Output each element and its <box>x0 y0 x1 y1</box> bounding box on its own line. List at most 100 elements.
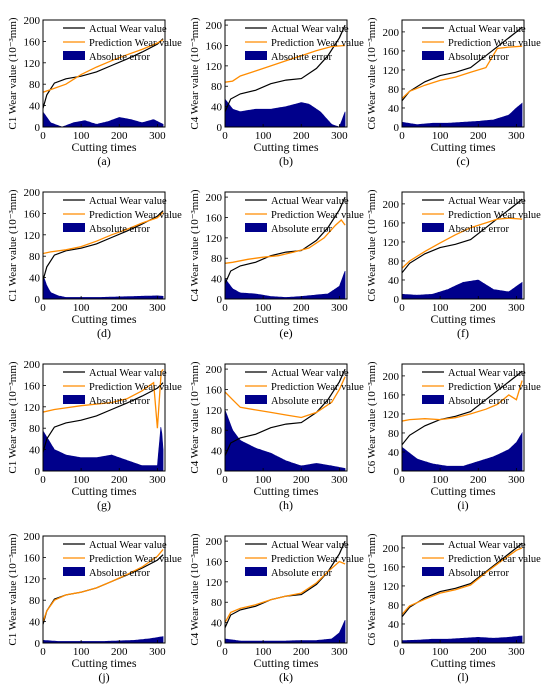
legend-label-actual: Actual Wear value <box>89 24 167 35</box>
x-tick-label: 300 <box>331 302 348 314</box>
legend-swatch-error <box>422 395 444 404</box>
y-tick-label: 0 <box>394 638 400 650</box>
y-tick-label: 40 <box>388 447 400 459</box>
absolute-error-area <box>43 427 164 471</box>
plot-frame <box>224 363 348 472</box>
actual-wear-line <box>43 38 164 109</box>
x-tick-label: 300 <box>331 130 348 142</box>
y-tick-label: 200 <box>24 15 41 27</box>
y-tick-label: 120 <box>206 577 223 589</box>
x-tick-label: 100 <box>73 302 90 314</box>
plot-area <box>225 540 346 643</box>
legend-swatch-error <box>63 395 85 404</box>
panel-caption: (e) <box>279 326 292 340</box>
y-axis-label: C6 Wear value (10⁻³mm) <box>366 533 378 646</box>
y-tick-label: 80 <box>29 79 41 91</box>
actual-wear-line <box>43 382 164 453</box>
legend-swatch-error <box>245 395 267 404</box>
x-tick-label: 0 <box>40 646 46 658</box>
prediction-wear-line <box>43 39 164 93</box>
absolute-error-area <box>225 619 346 643</box>
x-tick-label: 100 <box>73 130 90 142</box>
y-tick-label: 80 <box>388 428 400 440</box>
y-tick-label: 0 <box>217 466 223 478</box>
legend: Actual Wear value Prediction Wear value Ab… <box>63 196 182 235</box>
y-tick-label: 80 <box>211 597 223 609</box>
y-tick-label: 200 <box>24 187 41 199</box>
panel-caption: (i) <box>457 498 468 512</box>
legend: Actual Wear value Prediction Wear value Ab… <box>63 24 182 63</box>
x-axis-label: Cutting times <box>71 484 136 498</box>
legend: Actual Wear value Prediction Wear value Ab… <box>422 196 541 235</box>
x-tick-label: 100 <box>255 646 272 658</box>
absolute-error-area <box>43 111 164 127</box>
y-tick-label: 80 <box>211 253 223 265</box>
y-tick-label: 80 <box>29 251 41 263</box>
x-axis-label: Cutting times <box>430 656 495 670</box>
y-axis-label: C4 Wear value (10⁻³mm) <box>189 361 201 474</box>
legend: Actual Wear value Prediction Wear value Ab… <box>245 540 364 579</box>
legend-label-error: Absolute error <box>271 568 332 579</box>
y-tick-label: 0 <box>394 466 400 478</box>
panel-caption: (f) <box>457 326 469 340</box>
x-tick-label: 200 <box>293 646 310 658</box>
legend-label-prediction: Prediction Wear value <box>89 210 182 221</box>
actual-wear-line <box>402 370 523 446</box>
legend-label-actual: Actual Wear value <box>89 368 167 379</box>
absolute-error-area <box>402 635 523 643</box>
legend-label-actual: Actual Wear value <box>271 24 349 35</box>
x-tick-label: 0 <box>399 302 405 314</box>
legend-label-actual: Actual Wear value <box>271 196 349 207</box>
y-tick-label: 40 <box>388 619 400 631</box>
plot-area <box>402 26 523 127</box>
absolute-error-area <box>402 102 523 127</box>
legend-label-actual: Actual Wear value <box>89 196 167 207</box>
x-tick-label: 0 <box>40 130 46 142</box>
y-tick-label: 160 <box>24 36 41 48</box>
y-tick-label: 40 <box>211 274 223 286</box>
x-axis-label: Cutting times <box>71 656 136 670</box>
absolute-error-area <box>402 279 523 299</box>
x-tick-label: 200 <box>293 130 310 142</box>
absolute-error-area <box>402 431 523 471</box>
y-tick-label: 0 <box>35 294 41 306</box>
y-tick-label: 200 <box>24 359 41 371</box>
x-tick-label: 100 <box>255 302 272 314</box>
y-tick-label: 40 <box>211 102 223 114</box>
y-tick-label: 160 <box>24 552 41 564</box>
prediction-wear-line <box>402 45 523 99</box>
x-tick-label: 200 <box>111 646 128 658</box>
legend-swatch-error <box>245 567 267 576</box>
legend: Actual Wear value Prediction Wear value Ab… <box>422 540 541 579</box>
panel-caption: (j) <box>98 670 109 684</box>
x-tick-label: 300 <box>331 646 348 658</box>
y-tick-label: 200 <box>206 192 223 204</box>
plot-frame <box>401 363 525 472</box>
x-axis-label: Cutting times <box>253 484 318 498</box>
x-axis-label: Cutting times <box>253 656 318 670</box>
x-tick-label: 0 <box>222 130 228 142</box>
legend: Actual Wear value Prediction Wear value Ab… <box>422 368 541 407</box>
legend-label-error: Absolute error <box>271 52 332 63</box>
y-axis-label: C4 Wear value (10⁻³mm) <box>189 17 201 130</box>
y-tick-label: 160 <box>24 208 41 220</box>
y-tick-label: 200 <box>206 364 223 376</box>
plot-area <box>225 24 346 127</box>
legend-label-actual: Actual Wear value <box>448 540 526 551</box>
x-axis-label: Cutting times <box>430 484 495 498</box>
plot-frame <box>42 191 166 300</box>
legend: Actual Wear value Prediction Wear value Ab… <box>245 368 364 407</box>
actual-wear-line <box>225 24 346 112</box>
y-tick-label: 160 <box>383 390 400 402</box>
x-tick-label: 200 <box>470 302 487 314</box>
y-tick-label: 80 <box>29 423 41 435</box>
y-tick-label: 80 <box>388 256 400 268</box>
y-axis-label: C4 Wear value (10⁻³mm) <box>189 189 201 302</box>
y-tick-label: 120 <box>206 405 223 417</box>
legend-label-error: Absolute error <box>89 568 150 579</box>
